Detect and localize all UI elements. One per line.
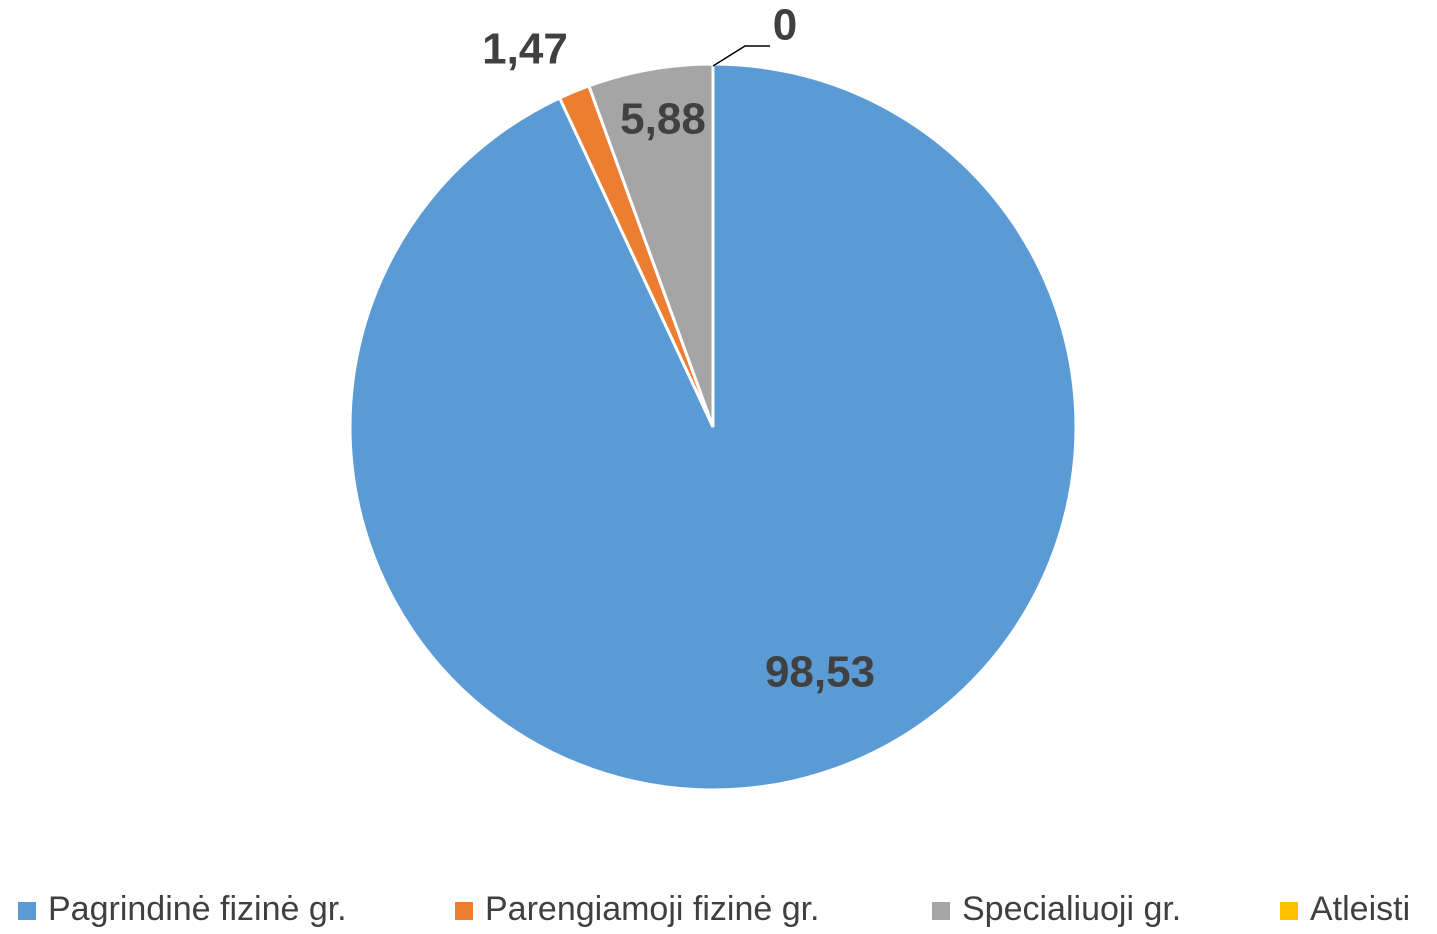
leader-line [712,45,770,67]
legend-label: Parengiamoji fizinė gr. [485,890,820,928]
data-label: 1,47 [482,25,568,74]
data-label: 0 [773,1,797,50]
data-label: 98,53 [765,648,875,697]
legend-label: Specialiuoji gr. [962,890,1181,928]
legend-swatch [455,902,473,920]
legend-swatch [932,902,950,920]
legend-label: Atleisti [1310,890,1410,928]
legend-label: Pagrindinė fizinė gr. [48,890,347,928]
data-label: 5,88 [620,95,706,144]
legend-swatch [1280,902,1298,920]
legend-swatch [18,902,36,920]
